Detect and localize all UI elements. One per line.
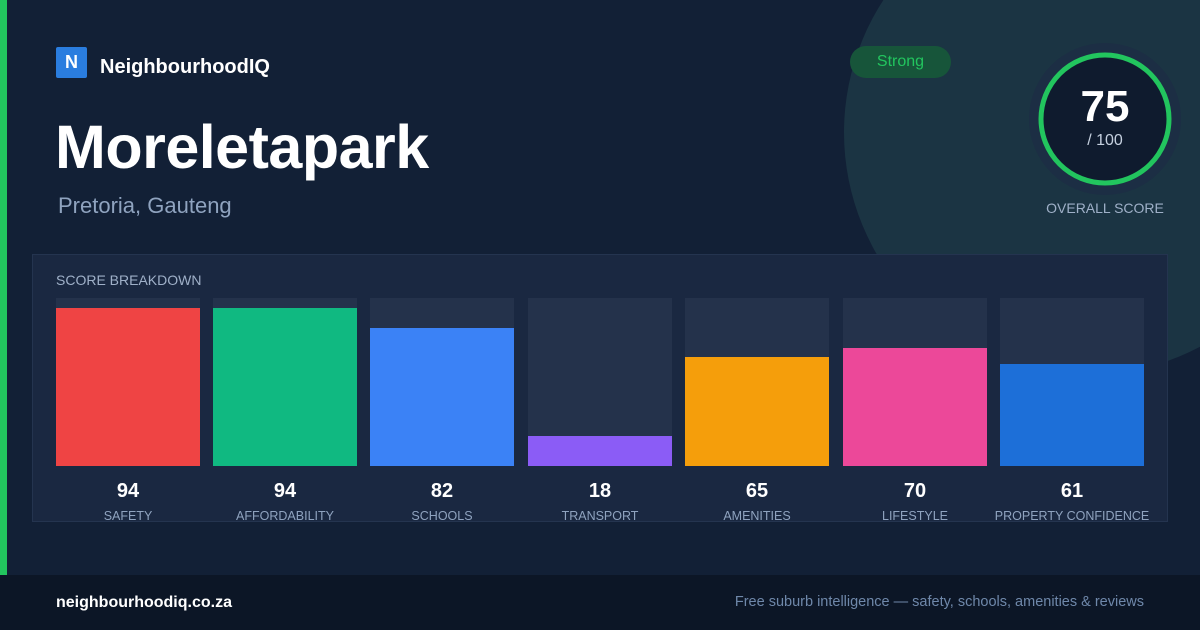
- bar-track: [370, 298, 514, 466]
- brand-name: NeighbourhoodIQ: [100, 56, 270, 78]
- overall-score-ring: 75 / 100: [1029, 43, 1181, 195]
- bar-label: PROPERTY CONFIDENCE: [994, 509, 1150, 523]
- bar-label: SAFETY: [103, 509, 153, 523]
- brand: N NeighbourhoodIQ: [56, 46, 270, 79]
- bar-value: 65: [745, 480, 769, 502]
- bar-track: [528, 298, 672, 466]
- footer-tagline: Free suburb intelligence — safety, schoo…: [734, 594, 1144, 610]
- bar-value: 61: [1060, 480, 1084, 502]
- breakdown-title: SCORE BREAKDOWN: [56, 272, 202, 288]
- bar-track: [213, 298, 357, 466]
- bar-label: SCHOOLS: [411, 509, 473, 523]
- bar-fill-affordability: [213, 308, 357, 466]
- score-breakdown-panel: SCORE BREAKDOWN 94 SAFETY 94 AFFORDABILI…: [32, 254, 1168, 523]
- status-badge: Strong: [850, 46, 951, 78]
- bar-label: AFFORDABILITY: [236, 509, 334, 523]
- suburb-region: Pretoria, Gauteng: [58, 193, 232, 218]
- footer-domain: neighbourhoodiq.co.za: [56, 594, 232, 611]
- bar-value: 82: [430, 480, 454, 502]
- bar-fill-safety: [56, 308, 200, 466]
- bar-value: 18: [588, 480, 612, 502]
- bar-track: [1000, 298, 1144, 466]
- bar-track: [685, 298, 829, 466]
- bar-label: AMENITIES: [723, 509, 791, 523]
- bar-value: 70: [903, 480, 927, 502]
- bar-fill-transport: [528, 436, 672, 466]
- bar-track: [843, 298, 987, 466]
- bar-fill-schools: [370, 328, 514, 466]
- bar-label: TRANSPORT: [561, 509, 639, 523]
- bar-fill-property-confidence: [1000, 364, 1144, 466]
- brand-logo-icon: N: [56, 47, 87, 78]
- bar-fill-lifestyle: [843, 348, 987, 466]
- overall-score-label: OVERALL SCORE: [1046, 200, 1164, 216]
- bar-value: 94: [116, 480, 140, 502]
- bar-track: [56, 298, 200, 466]
- overall-score-value: 75: [1080, 82, 1130, 131]
- bar-value: 94: [273, 480, 297, 502]
- accent-bar: [0, 0, 7, 575]
- score-ring-graphic: [1029, 43, 1181, 195]
- overall-score-max: / 100: [1087, 132, 1123, 149]
- footer: neighbourhoodiq.co.za Free suburb intell…: [0, 575, 1200, 630]
- suburb-title: Moreletapark: [55, 113, 429, 181]
- bar-fill-amenities: [685, 357, 829, 466]
- bar-label: LIFESTYLE: [882, 509, 948, 523]
